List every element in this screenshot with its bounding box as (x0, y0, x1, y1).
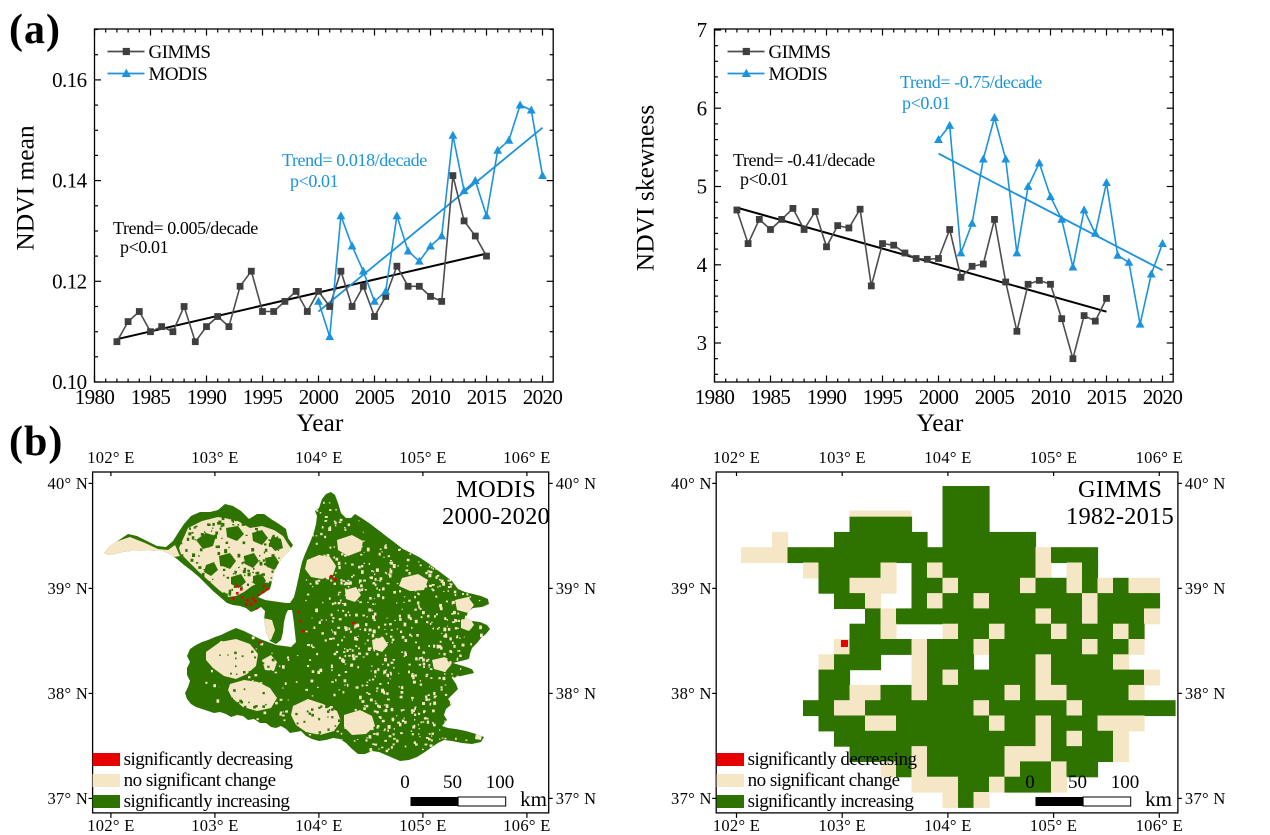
svg-text:50: 50 (443, 772, 462, 793)
svg-text:104° E: 104° E (295, 816, 342, 835)
svg-text:no significant change: no significant change (748, 770, 900, 791)
svg-text:105° E: 105° E (399, 816, 446, 835)
svg-text:significantly decreasing: significantly decreasing (124, 749, 294, 770)
svg-text:2005: 2005 (975, 385, 1015, 409)
svg-text:39° N: 39° N (47, 579, 88, 598)
svg-text:1980: 1980 (75, 385, 115, 409)
svg-text:NDVI mean: NDVI mean (11, 125, 40, 251)
svg-text:39° N: 39° N (556, 579, 597, 598)
svg-text:37° N: 37° N (556, 789, 597, 808)
svg-text:4: 4 (697, 253, 708, 277)
svg-text:1985: 1985 (131, 385, 171, 409)
svg-text:GIMMS: GIMMS (149, 42, 211, 63)
svg-text:p<0.01: p<0.01 (740, 169, 788, 189)
svg-text:0: 0 (1025, 772, 1035, 793)
svg-text:2010: 2010 (411, 385, 451, 409)
svg-text:102° E: 102° E (87, 816, 134, 835)
svg-text:1982-2015: 1982-2015 (1066, 503, 1174, 530)
svg-text:106° E: 106° E (1136, 816, 1183, 835)
svg-text:km: km (520, 787, 547, 811)
svg-text:MODIS: MODIS (456, 476, 536, 503)
svg-text:105° E: 105° E (399, 448, 446, 467)
svg-text:2020: 2020 (1143, 385, 1183, 409)
svg-text:MODIS: MODIS (769, 64, 828, 85)
svg-text:37° N: 37° N (47, 789, 88, 808)
svg-text:100: 100 (1111, 772, 1140, 793)
svg-text:no significant change: no significant change (124, 770, 276, 791)
svg-text:0.10: 0.10 (52, 370, 86, 394)
svg-text:50: 50 (1068, 772, 1087, 793)
svg-text:102° E: 102° E (713, 816, 760, 835)
svg-text:104° E: 104° E (924, 816, 971, 835)
svg-text:102° E: 102° E (87, 448, 134, 467)
svg-text:105° E: 105° E (1030, 448, 1077, 467)
svg-text:1995: 1995 (243, 385, 283, 409)
svg-text:6: 6 (697, 96, 707, 120)
svg-text:1990: 1990 (187, 385, 227, 409)
svg-text:p<0.01: p<0.01 (290, 171, 338, 191)
svg-text:2020: 2020 (523, 385, 563, 409)
svg-text:Trend= -0.75/decade: Trend= -0.75/decade (900, 72, 1042, 92)
svg-text:2015: 2015 (467, 385, 507, 409)
svg-text:1990: 1990 (807, 385, 847, 409)
svg-text:Trend= -0.41/decade: Trend= -0.41/decade (733, 150, 875, 170)
svg-text:GIMMS: GIMMS (1078, 476, 1162, 503)
svg-text:1985: 1985 (751, 385, 791, 409)
svg-text:40° N: 40° N (1185, 474, 1226, 493)
svg-text:2005: 2005 (355, 385, 395, 409)
svg-text:104° E: 104° E (924, 448, 971, 467)
svg-text:significantly increasing: significantly increasing (748, 791, 915, 812)
svg-text:105° E: 105° E (1030, 816, 1077, 835)
svg-text:MODIS: MODIS (149, 64, 208, 85)
svg-text:Trend= 0.005/decade: Trend= 0.005/decade (113, 218, 258, 238)
svg-text:0.12: 0.12 (52, 269, 86, 293)
svg-text:2015: 2015 (1087, 385, 1127, 409)
svg-text:39° N: 39° N (671, 579, 712, 598)
svg-text:106° E: 106° E (503, 816, 550, 835)
svg-text:2000: 2000 (299, 385, 339, 409)
svg-text:37° N: 37° N (1185, 789, 1226, 808)
svg-text:106° E: 106° E (503, 448, 550, 467)
svg-text:38° N: 38° N (671, 684, 712, 703)
svg-text:GIMMS: GIMMS (769, 42, 831, 63)
svg-text:0.16: 0.16 (52, 68, 86, 92)
svg-text:significantly increasing: significantly increasing (124, 791, 291, 812)
svg-text:40° N: 40° N (671, 474, 712, 493)
svg-text:0.14: 0.14 (52, 169, 87, 193)
svg-text:5: 5 (697, 175, 707, 199)
svg-text:1995: 1995 (863, 385, 903, 409)
svg-text:2000-2020: 2000-2020 (442, 503, 550, 530)
svg-text:38° N: 38° N (556, 684, 597, 703)
svg-text:3: 3 (697, 331, 707, 355)
svg-text:Year: Year (916, 408, 963, 437)
svg-text:2010: 2010 (1031, 385, 1071, 409)
svg-text:7: 7 (697, 18, 707, 42)
svg-text:40° N: 40° N (556, 474, 597, 493)
svg-text:103° E: 103° E (819, 448, 866, 467)
svg-text:Trend= 0.018/decade: Trend= 0.018/decade (282, 150, 427, 170)
svg-text:38° N: 38° N (1185, 684, 1226, 703)
svg-text:NDVI skewness: NDVI skewness (631, 105, 660, 271)
svg-text:2000: 2000 (919, 385, 959, 409)
svg-text:103° E: 103° E (191, 816, 238, 835)
svg-text:40° N: 40° N (47, 474, 88, 493)
svg-text:102° E: 102° E (713, 448, 760, 467)
svg-text:100: 100 (486, 772, 515, 793)
svg-text:103° E: 103° E (191, 448, 238, 467)
svg-text:0: 0 (400, 772, 410, 793)
svg-text:104° E: 104° E (295, 448, 342, 467)
svg-text:39° N: 39° N (1185, 579, 1226, 598)
svg-text:37° N: 37° N (671, 789, 712, 808)
svg-text:significantly decreasing: significantly decreasing (748, 749, 918, 770)
svg-text:1980: 1980 (695, 385, 735, 409)
svg-text:38° N: 38° N (47, 684, 88, 703)
svg-text:p<0.01: p<0.01 (902, 93, 950, 113)
svg-text:103° E: 103° E (819, 816, 866, 835)
svg-text:km: km (1145, 787, 1172, 811)
svg-text:106° E: 106° E (1136, 448, 1183, 467)
svg-text:p<0.01: p<0.01 (120, 237, 168, 257)
svg-text:Year: Year (296, 408, 343, 437)
